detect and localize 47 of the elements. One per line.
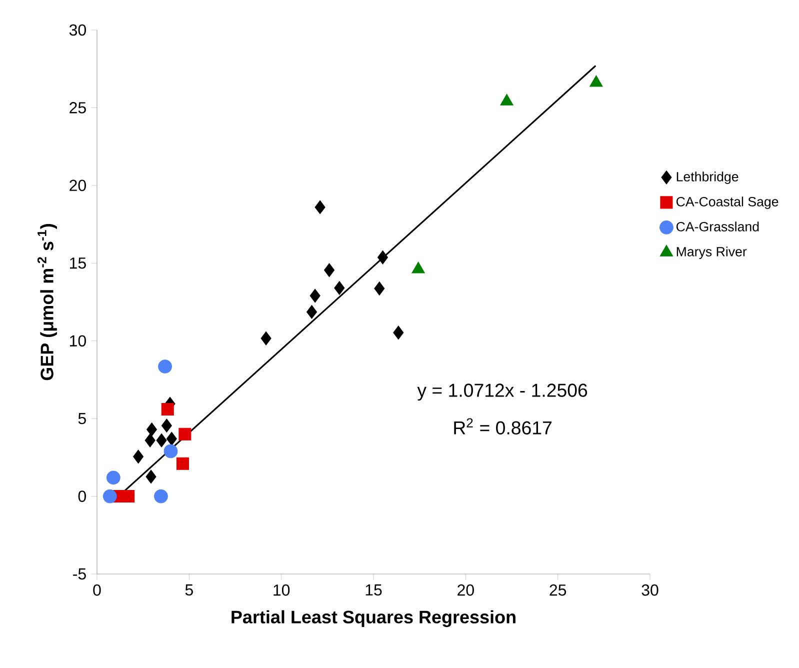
y-tick-label: 10 bbox=[70, 335, 86, 347]
legend-label: Marys River bbox=[676, 246, 747, 260]
point bbox=[106, 470, 120, 485]
y-tick-label: 30 bbox=[69, 24, 86, 36]
point bbox=[146, 470, 156, 484]
point bbox=[166, 432, 177, 446]
point bbox=[334, 281, 345, 295]
point bbox=[133, 450, 144, 464]
point bbox=[178, 428, 192, 440]
y-tick-label: 5 bbox=[78, 413, 86, 424]
x-tick-label: 20 bbox=[458, 584, 474, 596]
y-tick-label: 20 bbox=[70, 180, 86, 192]
legend-label: CA-Grassland bbox=[676, 222, 759, 232]
x-tick-label: 5 bbox=[185, 584, 193, 596]
x-tick-label: 30 bbox=[642, 584, 658, 596]
y-tick-label: 15 bbox=[70, 258, 86, 269]
point bbox=[158, 360, 172, 374]
y-tick-label: -5 bbox=[73, 568, 86, 580]
point bbox=[154, 489, 168, 504]
y-tick-label: 25 bbox=[70, 102, 86, 114]
point bbox=[176, 457, 189, 470]
point bbox=[260, 331, 272, 346]
point bbox=[324, 263, 335, 278]
y-axis-title: GEP (μmol m$^{-2}$ s$^{-1}$) bbox=[37, 224, 57, 380]
point bbox=[310, 288, 320, 303]
point bbox=[393, 326, 404, 340]
point bbox=[374, 282, 385, 296]
x-tick-label: 10 bbox=[274, 584, 290, 596]
point bbox=[144, 433, 156, 448]
legend-label: CA-Coastal Sage bbox=[676, 196, 778, 210]
x-tick-label: 15 bbox=[366, 584, 382, 596]
point bbox=[314, 200, 326, 214]
point bbox=[377, 250, 388, 264]
point bbox=[156, 433, 167, 448]
annotation: R$^{2}$ = 0.8617 bbox=[454, 418, 552, 434]
y-tick-label: 0 bbox=[78, 490, 86, 502]
x-tick-label: 0 bbox=[93, 584, 101, 596]
x-tick-label: 25 bbox=[550, 584, 566, 596]
point bbox=[146, 422, 158, 436]
point bbox=[161, 418, 172, 433]
point bbox=[306, 305, 318, 319]
point bbox=[161, 402, 174, 416]
point bbox=[102, 489, 117, 504]
legend-label: Lethbridge bbox=[676, 172, 738, 184]
annotation: y = 1.0712x - 1.2506 bbox=[417, 384, 588, 401]
x-axis-title: Partial Least Squares Regression bbox=[232, 610, 516, 628]
point bbox=[164, 444, 178, 458]
